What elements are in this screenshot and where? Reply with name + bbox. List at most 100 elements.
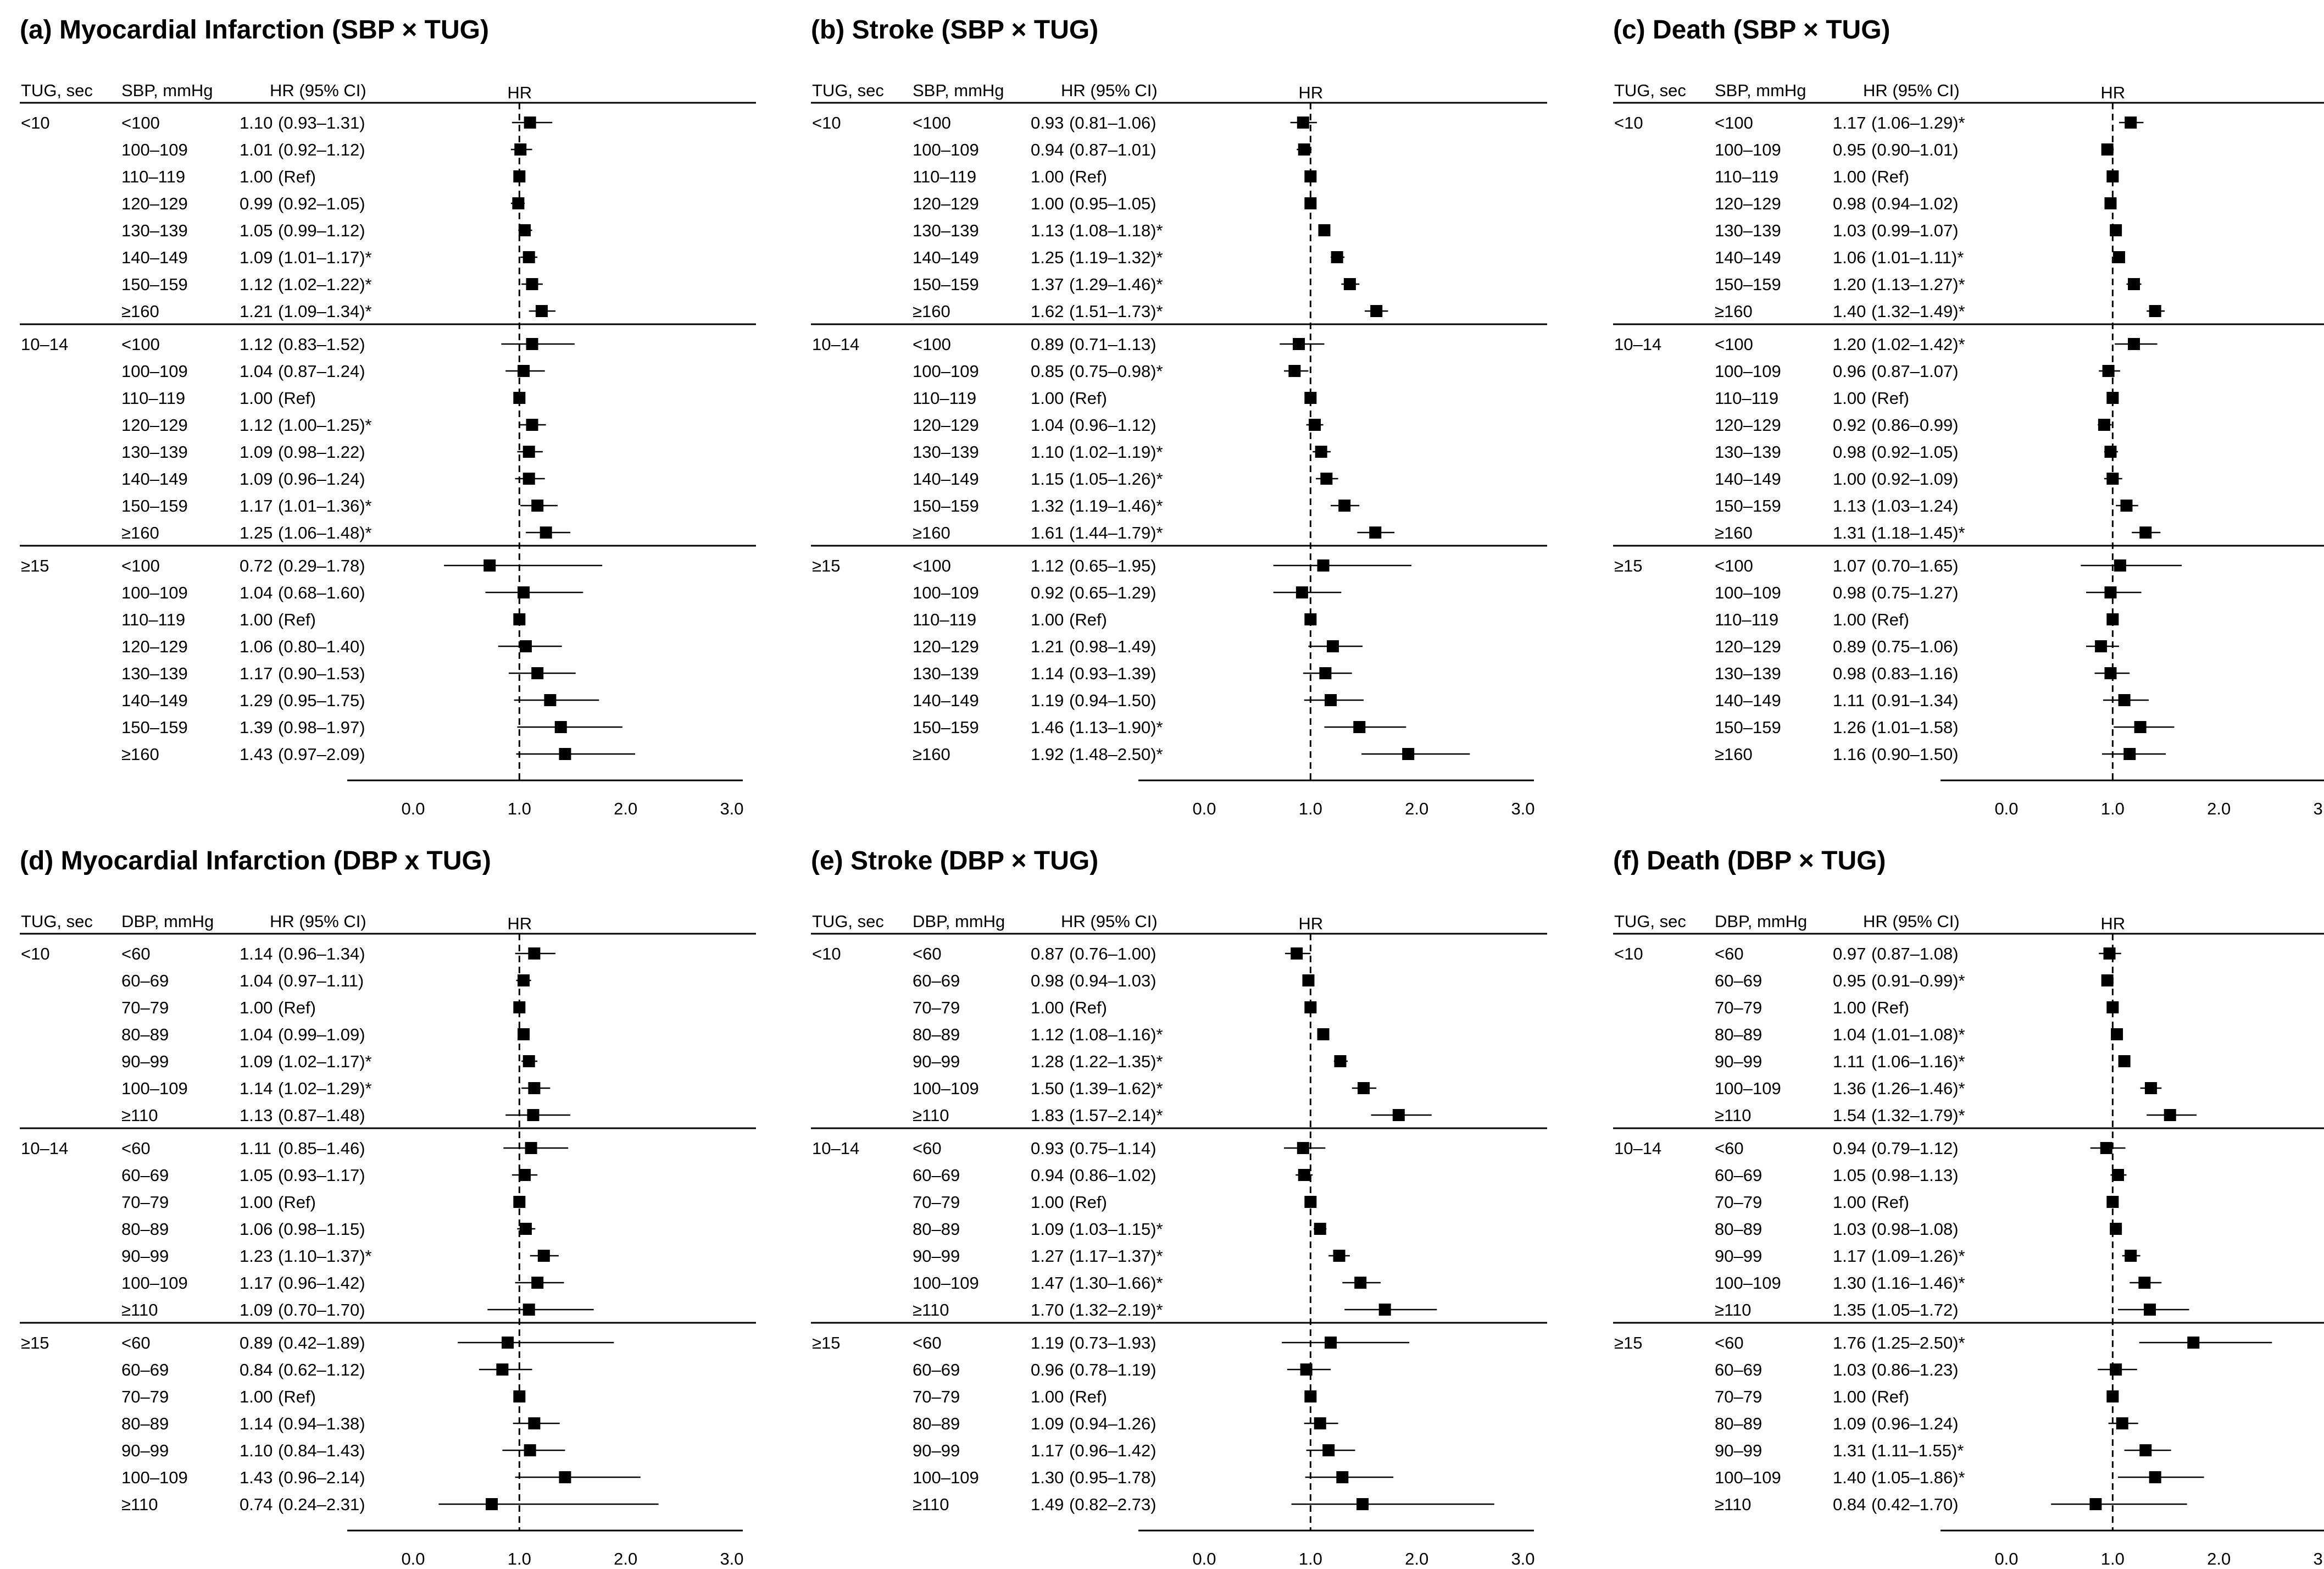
x-tick-label: 2.0 (1405, 1549, 1428, 1568)
row-ci: (1.08–1.16)* (1069, 1025, 1163, 1044)
row-hr: 1.10 (240, 113, 273, 132)
row-hr: 1.23 (240, 1246, 273, 1266)
row-level: 100–109 (1715, 583, 1781, 602)
header-ci: HR (95% CI) (270, 912, 366, 931)
row-hr: 0.94 (1031, 1166, 1064, 1185)
row-ci: (1.01–1.11)* (1871, 248, 1964, 267)
row-level: 150–159 (1715, 496, 1781, 515)
row-level: 140–149 (121, 691, 188, 710)
group-label: ≥15 (812, 1333, 841, 1352)
row-ci: (0.87–1.07) (1871, 362, 1959, 381)
row-hr: 1.14 (240, 944, 273, 963)
row-hr: 1.11 (1833, 1052, 1865, 1071)
row-level: 150–159 (121, 275, 188, 294)
row-level: 120–129 (1715, 194, 1781, 213)
hr-point (1293, 338, 1305, 350)
row-ci: (1.32–1.49)* (1871, 302, 1965, 321)
row-ci: (Ref) (278, 1193, 316, 1212)
row-hr: 1.00 (240, 610, 273, 629)
row-ci: (Ref) (278, 389, 316, 408)
row-hr: 1.03 (1833, 221, 1866, 240)
row-hr: 1.12 (240, 275, 273, 294)
panel-title: (a) Myocardial Infarction (SBP × TUG) (20, 15, 489, 45)
header-level: DBP, mmHg (1715, 912, 1807, 931)
row-hr: 1.25 (240, 523, 273, 542)
row-ci: (0.94–1.26) (1069, 1414, 1157, 1433)
header-hr: HR (507, 914, 532, 933)
row-level: 90–99 (1715, 1246, 1762, 1266)
header-hr: HR (507, 83, 532, 102)
row-hr: 1.12 (240, 335, 273, 354)
group-label: 10–14 (1614, 335, 1661, 354)
row-hr: 0.72 (240, 556, 273, 575)
row-level: <60 (1715, 1139, 1744, 1158)
hr-point (1333, 1250, 1346, 1262)
row-ci: (0.70–1.65) (1871, 556, 1959, 575)
hr-point (518, 1028, 530, 1040)
row-ci: (0.98–1.15) (278, 1219, 365, 1239)
hr-point (524, 1444, 536, 1456)
hr-point (518, 974, 530, 986)
row-level: 70–79 (1715, 1193, 1762, 1212)
row-hr: 1.35 (1833, 1300, 1866, 1319)
hr-point (1322, 1444, 1335, 1456)
hr-point (528, 947, 541, 960)
row-hr: 1.09 (240, 1052, 273, 1071)
row-ci: (1.06–1.16)* (1871, 1052, 1965, 1071)
row-hr: 1.43 (240, 745, 273, 764)
row-level: <100 (1715, 556, 1753, 575)
row-ci: (Ref) (1069, 610, 1107, 629)
row-ci: (0.83–1.16) (1871, 664, 1959, 683)
row-hr: 1.14 (1031, 664, 1064, 683)
row-hr: 0.85 (1031, 362, 1064, 381)
row-level: 130–139 (121, 221, 188, 240)
row-ci: (1.08–1.18)* (1069, 221, 1163, 240)
row-ci: (0.81–1.06) (1069, 113, 1157, 132)
hr-point (513, 170, 526, 182)
row-ci: (1.16–1.46)* (1871, 1273, 1965, 1293)
row-hr: 1.00 (1833, 167, 1866, 186)
row-ci: (0.94–1.03) (1069, 971, 1157, 990)
header-hr: HR (2100, 914, 2125, 933)
row-ci: (0.94–1.50) (1069, 691, 1157, 710)
hr-point (1309, 419, 1321, 431)
hr-point (1300, 1363, 1313, 1376)
row-level: 90–99 (121, 1441, 169, 1460)
hr-point (2118, 694, 2131, 706)
header-group: TUG, sec (812, 912, 884, 931)
hr-point (2120, 500, 2133, 512)
row-ci: (0.91–0.99)* (1871, 971, 1965, 990)
row-level: 120–129 (913, 637, 979, 656)
row-level: 110–119 (913, 389, 976, 408)
hr-point (2100, 1142, 2112, 1154)
row-ci: (0.90–1.01) (1871, 140, 1959, 159)
row-level: 100–109 (121, 140, 188, 159)
hr-point (2128, 278, 2140, 290)
row-ci: (Ref) (1069, 1193, 1107, 1212)
hr-point (2139, 1444, 2152, 1456)
hr-point (540, 526, 552, 539)
row-ci: (1.09–1.26)* (1871, 1246, 1965, 1266)
row-level: 150–159 (913, 275, 979, 294)
row-ci: (Ref) (278, 610, 316, 629)
row-hr: 1.00 (1031, 1193, 1064, 1212)
row-ci: (Ref) (1871, 1387, 1909, 1406)
row-ci: (Ref) (1871, 1193, 1909, 1212)
row-hr: 1.00 (240, 1193, 273, 1212)
row-ci: (0.93–1.31) (278, 113, 365, 132)
hr-point (1314, 1417, 1326, 1429)
header-level: DBP, mmHg (913, 912, 1005, 931)
row-hr: 1.09 (1833, 1414, 1866, 1433)
row-hr: 1.00 (240, 167, 273, 186)
x-tick-label: 0.0 (401, 1549, 425, 1568)
hr-point (2144, 1082, 2157, 1094)
row-ci: (0.42–1.70) (1871, 1495, 1959, 1514)
row-ci: (0.98–1.22) (278, 442, 365, 462)
hr-point (2149, 305, 2161, 317)
row-ci: (1.01–1.36)* (278, 496, 372, 515)
hr-point (518, 586, 530, 598)
row-level: 120–129 (1715, 637, 1781, 656)
row-hr: 1.09 (240, 248, 273, 267)
row-hr: 1.31 (1833, 1441, 1866, 1460)
header-group: TUG, sec (21, 912, 93, 931)
